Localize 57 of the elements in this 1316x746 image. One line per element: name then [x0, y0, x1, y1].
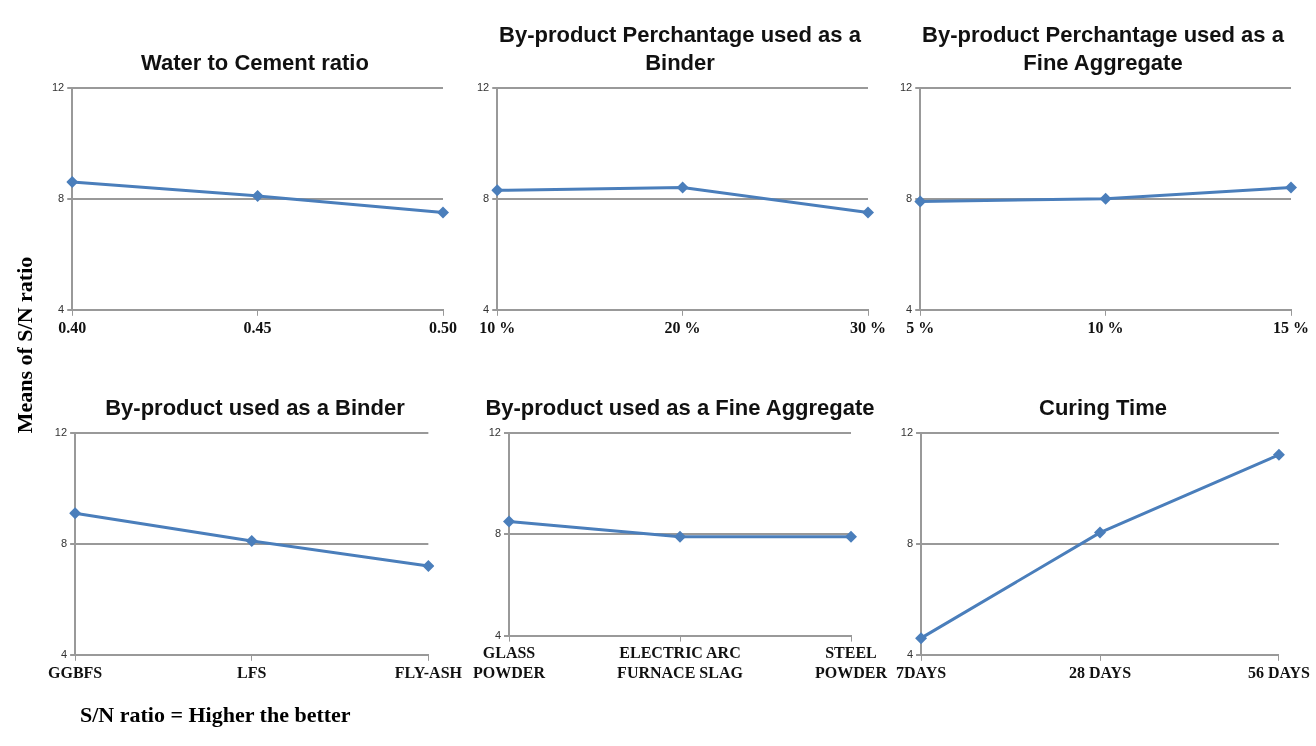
chart-title: By-product Perchantage used as a Fine Aggregate — [921, 20, 1285, 78]
point — [862, 206, 874, 219]
point — [1285, 181, 1297, 194]
chart-title: Water to Cement ratio — [140, 49, 370, 78]
y-tick-label: 12 — [476, 80, 490, 93]
x-tick-label: LFS — [237, 663, 267, 681]
y-tick-label: 12 — [899, 80, 913, 93]
y-tick-label: 12 — [488, 425, 501, 438]
point — [245, 534, 258, 547]
y-tick-label: 4 — [483, 302, 490, 315]
x-tick-label: 0.40 — [58, 318, 87, 336]
chart-title: By-product Perchantage used as a Binder — [498, 20, 862, 78]
x-tick-label: STEEL POWDER — [815, 644, 888, 681]
x-tick-label: 7DAYS — [896, 663, 947, 681]
y-tick-label: 4 — [906, 302, 913, 315]
point — [1099, 192, 1112, 205]
y-tick-label: 4 — [906, 647, 914, 660]
y-tick-label: 8 — [906, 536, 914, 549]
x-tick-label: 15 % — [1273, 318, 1309, 336]
x-tick-label: GGBFS — [48, 663, 103, 681]
text: S/N ratio = Higher the better — [80, 702, 351, 728]
y-tick-label: 8 — [483, 191, 490, 204]
x-tick-label: 5 % — [906, 318, 935, 336]
point — [437, 206, 449, 219]
y-tick-label: 8 — [494, 527, 501, 540]
y-tick-label: 8 — [906, 191, 913, 204]
point — [422, 559, 435, 572]
chart-title: Curing Time — [1038, 394, 1168, 423]
x-tick-label: 0.45 — [243, 318, 272, 336]
chart-title: By-product used as a Fine Aggregate — [484, 394, 876, 423]
x-tick-label: 30 % — [850, 318, 886, 336]
point — [69, 507, 82, 520]
point — [491, 184, 504, 197]
x-tick-label: 20 % — [664, 318, 701, 336]
x-tick-label: ELECTRIC ARC FURNACE SLAG — [617, 644, 744, 681]
y-tick-label: 4 — [60, 647, 68, 660]
x-tick-label: GLASS POWDER — [473, 644, 546, 681]
y-tick-label: 12 — [51, 80, 65, 93]
y-tick-label: 8 — [58, 191, 65, 204]
y-tick-label: 4 — [58, 302, 65, 315]
y-tick-label: 12 — [900, 425, 914, 438]
x-tick-label: 10 % — [1087, 318, 1124, 336]
y-tick-label: 8 — [60, 536, 68, 549]
x-tick-label: 56 DAYS — [1247, 663, 1311, 681]
x-tick-label: 10 % — [479, 318, 516, 336]
x-tick-label: FLY-ASH — [394, 663, 463, 681]
point — [251, 189, 264, 202]
point — [1094, 526, 1106, 539]
x-tick-label: 28 DAYS — [1068, 663, 1132, 681]
point — [1272, 448, 1285, 461]
chart-title: By-product used as a Binder — [104, 394, 406, 423]
point — [915, 632, 928, 645]
y-tick-label: 4 — [494, 628, 501, 641]
y-axis-title: Means of S/N ratio — [12, 256, 38, 434]
y-tick-label: 12 — [54, 425, 68, 438]
x-tick-label: 0.50 — [429, 318, 457, 336]
point — [676, 181, 689, 194]
